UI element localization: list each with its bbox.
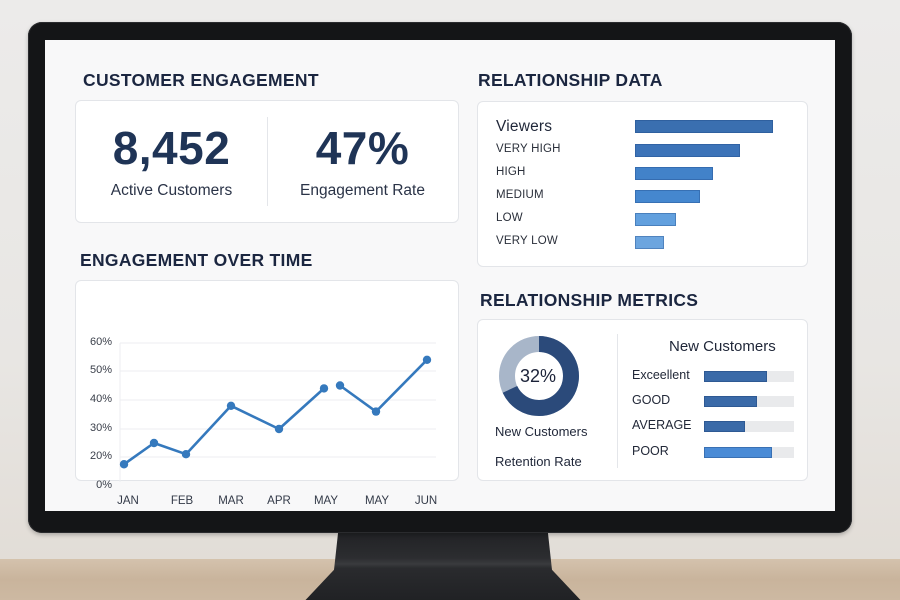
- chart-gridlines: [119, 342, 436, 482]
- metric-track: [704, 371, 794, 382]
- data-point-marker: [119, 460, 129, 469]
- bar-row-high: HIGH: [478, 166, 807, 186]
- bar: [635, 120, 773, 133]
- bar-row-very-low: VERY LOW: [478, 235, 807, 255]
- bar-label: HIGH: [496, 166, 526, 178]
- bar: [635, 236, 664, 249]
- y-tick-label: 40%: [89, 393, 112, 405]
- metric-row-average: AVERAGE: [632, 418, 802, 434]
- y-tick-label: 0%: [96, 479, 112, 491]
- y-tick-label: 20%: [89, 450, 112, 462]
- kpi-label: Engagement Rate: [300, 182, 425, 199]
- bar: [635, 144, 740, 157]
- metric-track: [704, 396, 794, 407]
- retention-donut-chart: [499, 336, 579, 416]
- kpi-active-customers: 8,452 Active Customers: [76, 101, 267, 222]
- metric-track: [704, 421, 794, 432]
- data-point-marker: [274, 424, 284, 434]
- metrics-divider: [617, 334, 618, 468]
- x-tick-label: JAN: [117, 495, 139, 507]
- x-tick-label: APR: [267, 495, 291, 507]
- metric-label: POOR: [632, 444, 669, 458]
- kpi-engagement-rate: 47% Engagement Rate: [267, 101, 458, 222]
- x-tick-label: FEB: [170, 495, 194, 507]
- metric-row-poor: POOR: [632, 444, 802, 460]
- metric-track: [704, 447, 794, 458]
- relationship-data-title: RELATIONSHIP DATA: [478, 70, 663, 90]
- x-tick-label: MAY: [313, 495, 339, 507]
- monitor-stand-neck: [334, 530, 552, 570]
- y-tick-label: 50%: [89, 364, 112, 376]
- x-tick-label: JUN: [414, 495, 438, 507]
- bar-row-viewers: Viewers: [478, 118, 807, 138]
- line-chart-card: 0% 20% 30% 40% 50% 60% JAN FEB MAR APR MAY MAY JUN: [75, 280, 459, 507]
- bar-label: MEDIUM: [496, 189, 544, 201]
- bar-row-low: LOW: [478, 212, 807, 232]
- customer-engagement-title: CUSTOMER ENGAGEMENT: [83, 70, 319, 90]
- donut-label-line1: New Customers: [495, 424, 588, 439]
- monitor-stand-foot: [298, 568, 588, 600]
- data-point-marker: [181, 450, 191, 459]
- metric-label: GOOD: [632, 393, 671, 407]
- kpi-value: 47%: [315, 122, 410, 174]
- y-tick-label: 30%: [89, 422, 112, 434]
- kpi-label: Active Customers: [110, 182, 233, 199]
- data-point-marker: [226, 401, 236, 410]
- data-point-marker: [319, 384, 329, 393]
- bar-label: VERY LOW: [496, 235, 558, 247]
- kpi-value: 8,452: [112, 122, 231, 174]
- line-chart: [119, 342, 436, 482]
- donut-arc: [499, 336, 579, 416]
- metric-label: AVERAGE: [632, 418, 692, 432]
- relationship-data-card: Viewers VERY HIGH HIGH MEDIUM LOW VERY L…: [477, 101, 808, 267]
- line-series-segment-2: [339, 358, 428, 413]
- metric-fill: [704, 371, 767, 382]
- line-series-markers: [119, 355, 432, 469]
- donut-center-value: 32%: [520, 366, 557, 386]
- metric-row-good: GOOD: [632, 393, 802, 409]
- metric-fill: [704, 396, 758, 407]
- bar-row-very-high: VERY HIGH: [478, 143, 807, 163]
- kpi-card: 8,452 Active Customers 47% Engagement Ra…: [75, 100, 459, 223]
- metric-fill: [704, 421, 745, 432]
- data-point-marker: [335, 381, 345, 390]
- donut-label-line2: Retention Rate: [495, 454, 582, 469]
- dashboard-screen: CUSTOMER ENGAGEMENT 8,452 Active Custome…: [45, 40, 835, 511]
- bar: [635, 167, 713, 180]
- relationship-metrics-title: RELATIONSHIP METRICS: [480, 290, 699, 310]
- data-point-marker: [422, 355, 432, 364]
- metric-label: Exceellent: [632, 368, 690, 382]
- bar-label: Viewers: [496, 118, 553, 135]
- bar-label: LOW: [496, 212, 523, 224]
- x-tick-label: MAY: [364, 495, 390, 507]
- bar-label: VERY HIGH: [496, 143, 561, 155]
- bar: [635, 213, 676, 226]
- metric-row-excellent: Exceellent: [632, 368, 802, 384]
- bar-row-medium: MEDIUM: [478, 189, 807, 209]
- new-customers-title: New Customers: [669, 338, 776, 355]
- data-point-marker: [371, 407, 381, 416]
- data-point-marker: [149, 438, 159, 448]
- metric-fill: [704, 447, 772, 458]
- line-series-segment-1: [123, 387, 325, 466]
- engagement-over-time-title: ENGAGEMENT OVER TIME: [80, 250, 313, 270]
- relationship-metrics-card: 32% New Customers Retention Rate New Cus…: [477, 319, 808, 481]
- bar: [635, 190, 700, 203]
- x-tick-label: MAR: [218, 495, 244, 507]
- kpi-divider: [267, 117, 268, 206]
- y-tick-label: 60%: [89, 336, 112, 348]
